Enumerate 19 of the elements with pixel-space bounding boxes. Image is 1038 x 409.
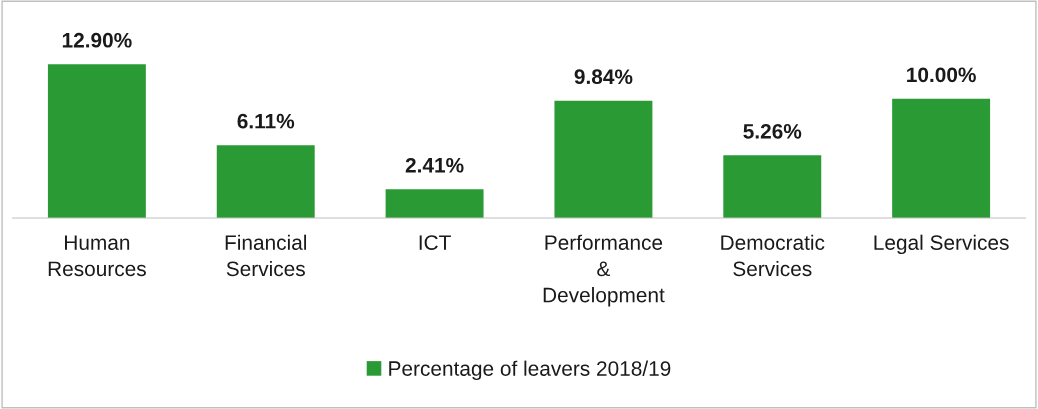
bar bbox=[216, 145, 315, 218]
data-label: 12.90% bbox=[62, 32, 132, 48]
data-label: 2.41% bbox=[405, 157, 464, 173]
x-tick-label: ICT bbox=[419, 235, 451, 250]
bar bbox=[47, 64, 146, 218]
x-tick-label: Performance & Development bbox=[543, 234, 665, 307]
x-tick-label: Legal Services bbox=[874, 234, 1009, 255]
data-label: 9.84% bbox=[574, 69, 633, 85]
x-tick-label: Human Resources bbox=[48, 235, 146, 277]
x-tick-label: Financial Services bbox=[225, 234, 307, 277]
data-label: 6.11% bbox=[237, 113, 295, 129]
data-label: 10.00% bbox=[907, 67, 976, 83]
data-label: 5.26% bbox=[743, 123, 802, 139]
legend-label: Percentage of leavers 2018/19 bbox=[389, 360, 671, 381]
bar bbox=[385, 189, 484, 218]
x-tick-label: Democratic Services bbox=[721, 234, 825, 277]
bar bbox=[554, 100, 653, 218]
bar bbox=[723, 155, 822, 218]
bar bbox=[892, 98, 991, 218]
